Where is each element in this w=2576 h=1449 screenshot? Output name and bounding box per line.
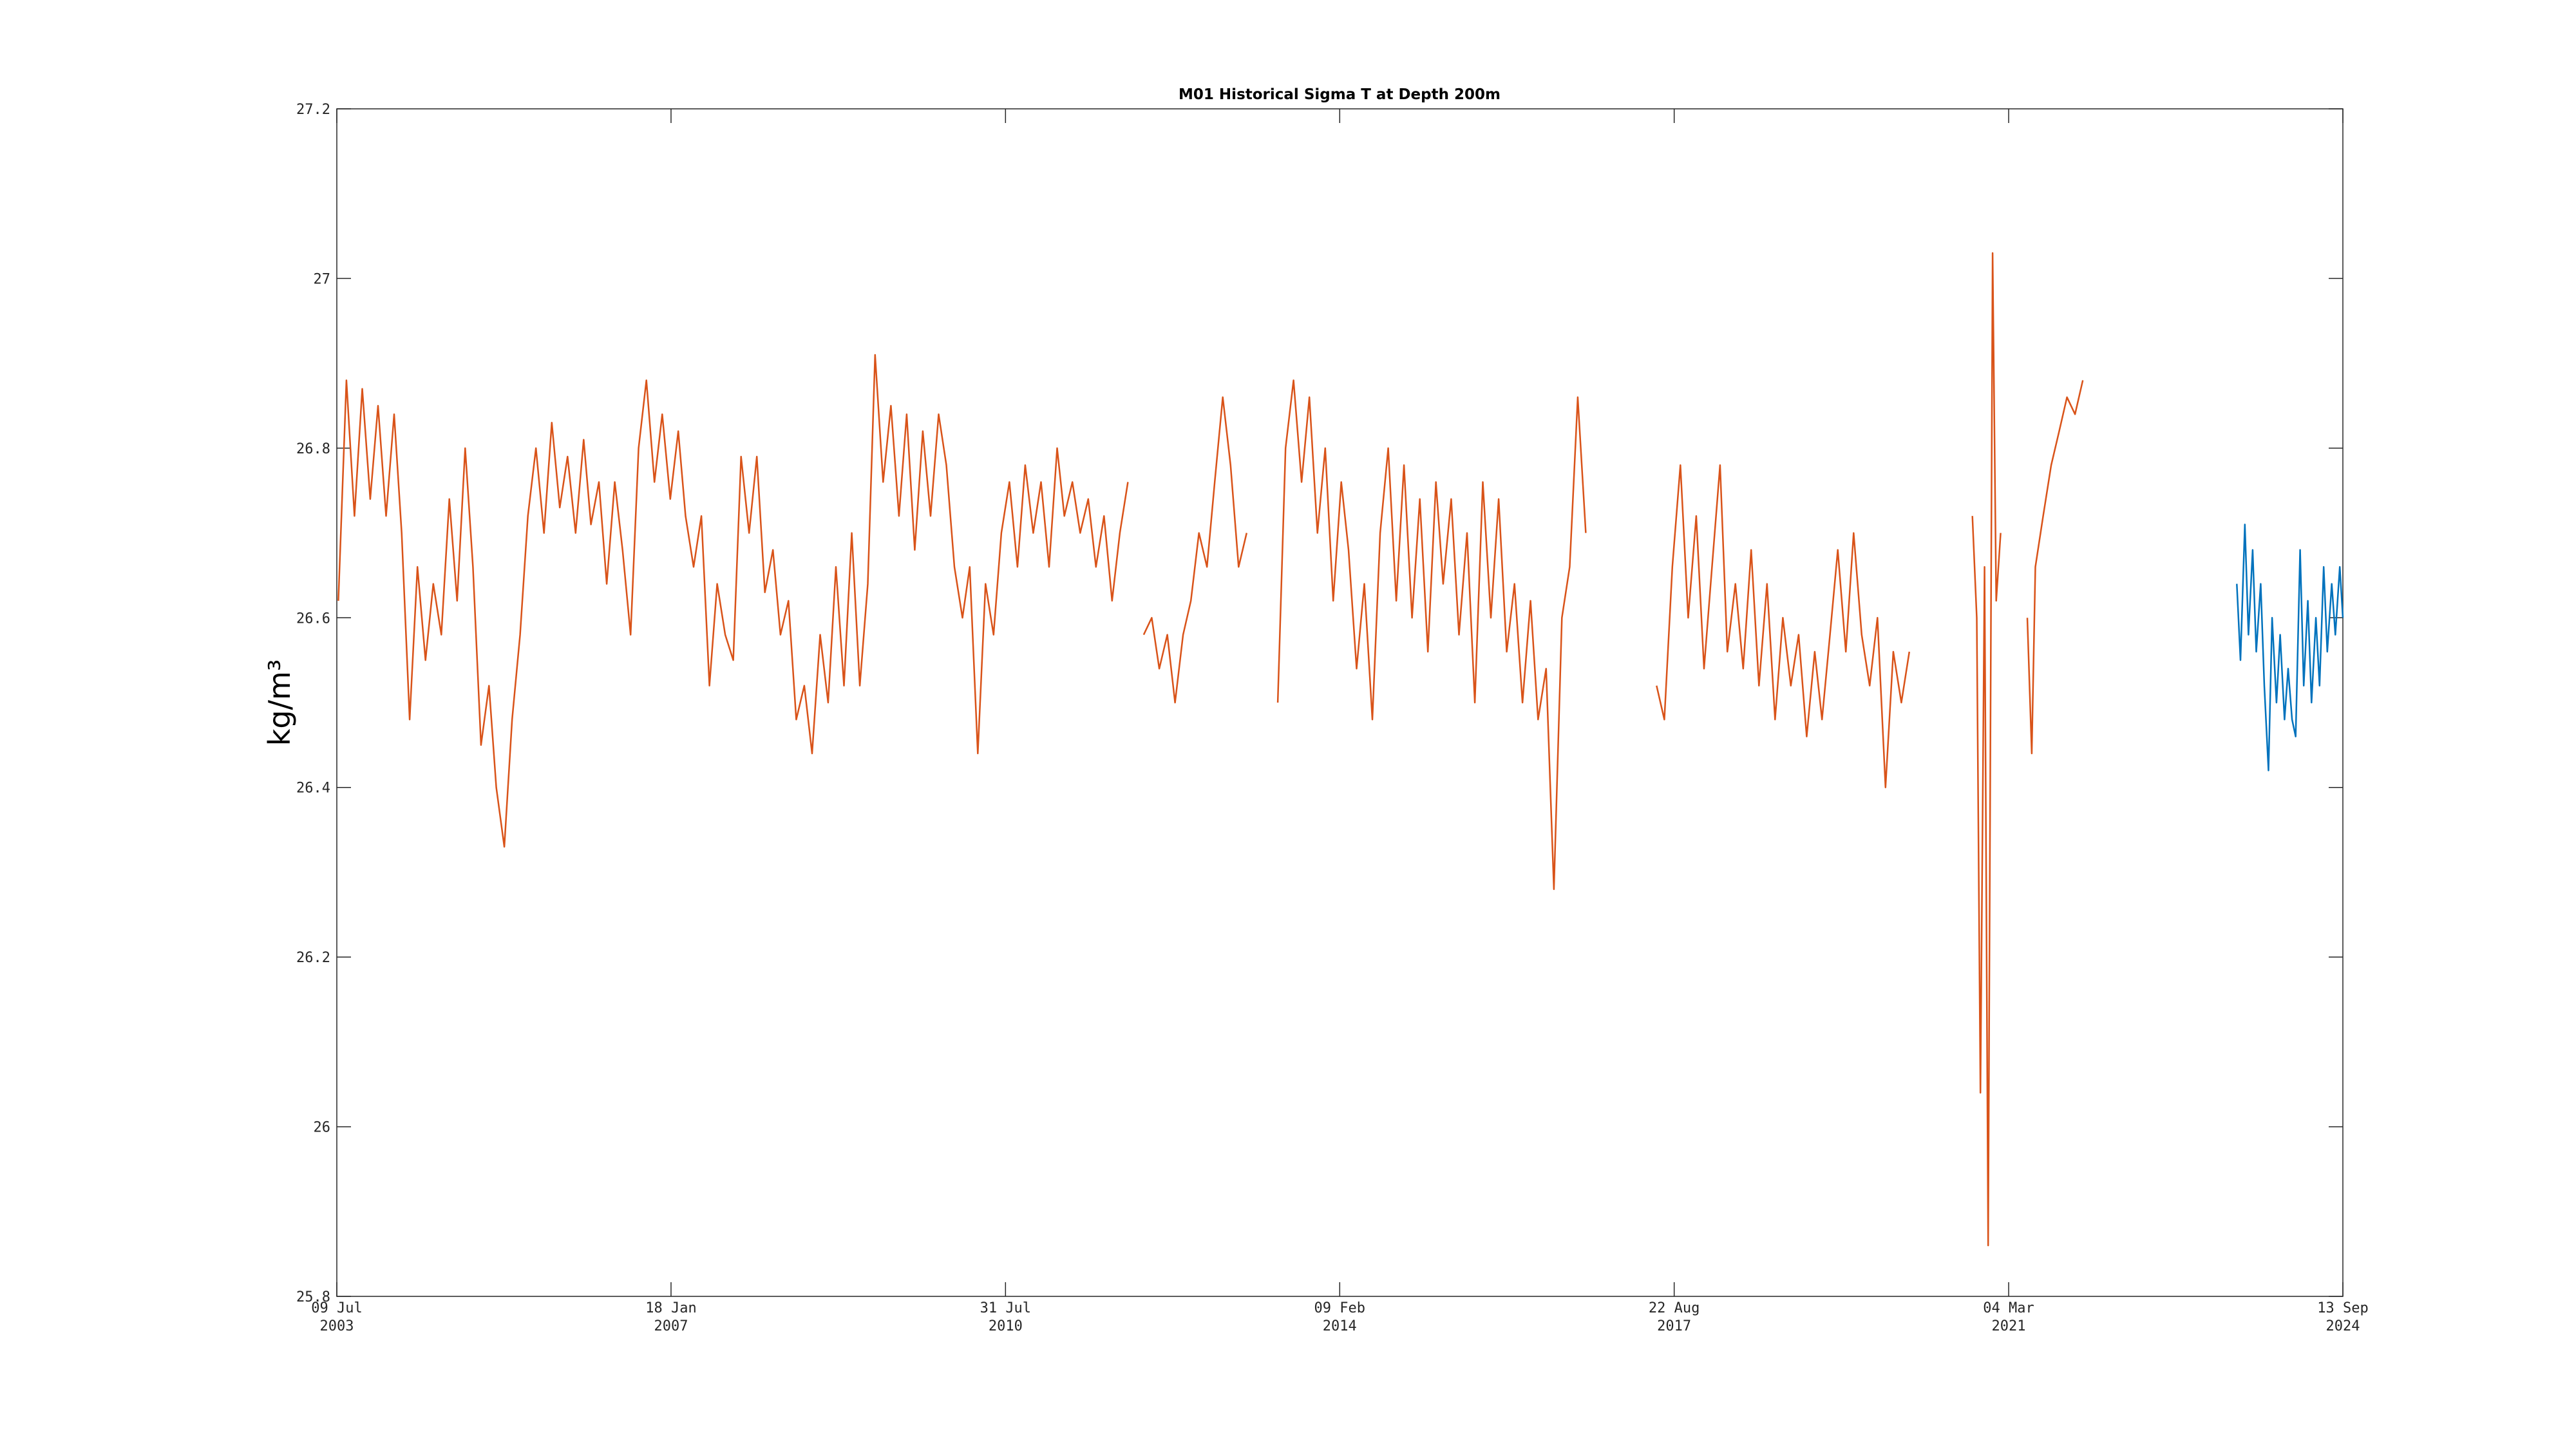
y-tick-label: 26.8: [296, 441, 330, 457]
data-line: [2236, 524, 2344, 772]
y-tick-label: 27.2: [296, 102, 330, 118]
plot-frame: [336, 108, 2344, 1297]
y-tick-label: 26.2: [296, 950, 330, 966]
x-tick-label: 18 Jan 2007: [645, 1300, 696, 1334]
chart-title: M01 Historical Sigma T at Depth 200m: [1179, 86, 1501, 103]
y-tick-label: 26.6: [296, 611, 330, 627]
data-line: [337, 252, 2084, 1247]
x-tick-label: 22 Aug 2017: [1649, 1300, 1700, 1334]
x-tick-label: 31 Jul 2010: [980, 1300, 1031, 1334]
y-tick-label: 26: [314, 1120, 331, 1136]
x-tick-label: 09 Feb 2014: [1314, 1300, 1365, 1334]
x-tick-label: 09 Jul 2003: [311, 1300, 362, 1334]
y-tick-label: 25.8: [296, 1289, 330, 1305]
y-tick-label: 27: [314, 271, 331, 287]
y-tick-label: 26.4: [296, 781, 330, 797]
x-tick-label: 04 Mar 2021: [1983, 1300, 2034, 1334]
x-tick-label: 13 Sep 2024: [2317, 1300, 2368, 1334]
y-axis-label: kg/m³: [262, 659, 297, 746]
